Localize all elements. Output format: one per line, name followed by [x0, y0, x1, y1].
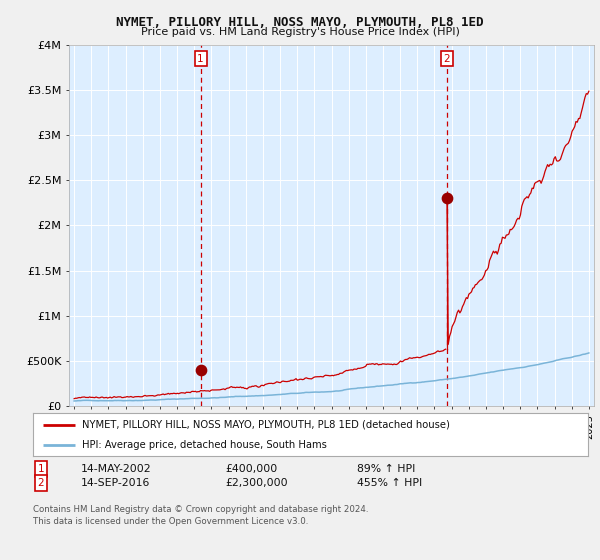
Text: 2: 2: [37, 478, 44, 488]
Text: 89% ↑ HPI: 89% ↑ HPI: [357, 464, 415, 474]
Text: 14-MAY-2002: 14-MAY-2002: [81, 464, 152, 474]
Text: 2: 2: [443, 54, 450, 64]
Text: Contains HM Land Registry data © Crown copyright and database right 2024.
This d: Contains HM Land Registry data © Crown c…: [33, 505, 368, 526]
Text: Price paid vs. HM Land Registry's House Price Index (HPI): Price paid vs. HM Land Registry's House …: [140, 27, 460, 37]
Text: £2,300,000: £2,300,000: [225, 478, 287, 488]
Text: 455% ↑ HPI: 455% ↑ HPI: [357, 478, 422, 488]
Text: HPI: Average price, detached house, South Hams: HPI: Average price, detached house, Sout…: [82, 440, 327, 450]
Text: NYMET, PILLORY HILL, NOSS MAYO, PLYMOUTH, PL8 1ED: NYMET, PILLORY HILL, NOSS MAYO, PLYMOUTH…: [116, 16, 484, 29]
Text: 1: 1: [197, 54, 204, 64]
Text: £400,000: £400,000: [225, 464, 277, 474]
Point: [442, 194, 451, 203]
Text: NYMET, PILLORY HILL, NOSS MAYO, PLYMOUTH, PL8 1ED (detached house): NYMET, PILLORY HILL, NOSS MAYO, PLYMOUTH…: [82, 419, 450, 430]
Text: 14-SEP-2016: 14-SEP-2016: [81, 478, 151, 488]
Text: 1: 1: [37, 464, 44, 474]
Point: [196, 365, 205, 374]
